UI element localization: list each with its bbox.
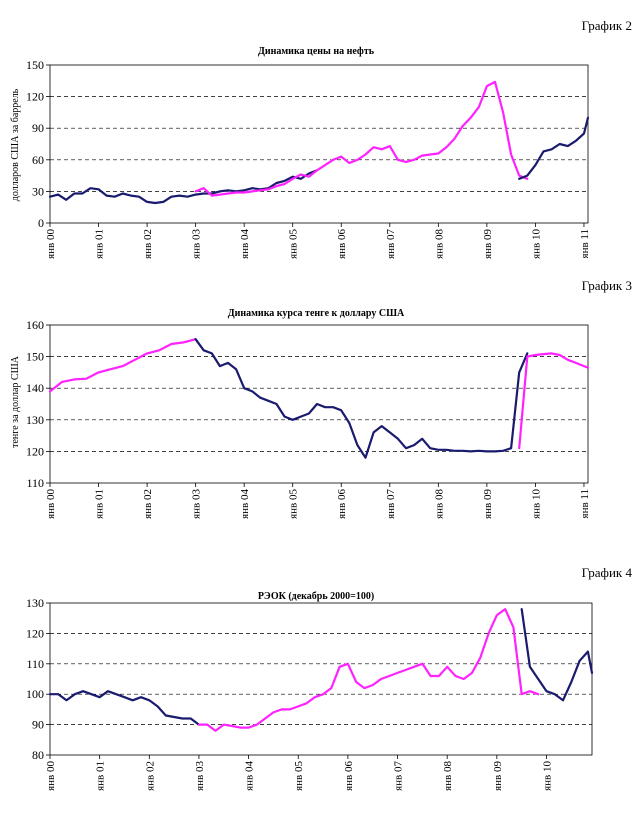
x-tick-label: янв 06 xyxy=(343,761,355,791)
x-tick-label: янв 00 xyxy=(45,489,57,519)
x-tick-label: янв 04 xyxy=(239,229,251,259)
x-tick-label: янв 09 xyxy=(492,761,504,791)
series-line xyxy=(520,607,594,702)
x-tick-label: янв 03 xyxy=(191,489,203,519)
chart-label: График 4 xyxy=(582,565,633,580)
series-line xyxy=(48,169,319,205)
chart-title: Динамика курса тенге к доллару США xyxy=(228,308,405,319)
y-tick-label: 130 xyxy=(26,596,44,610)
x-tick-label: янв 07 xyxy=(385,229,397,259)
x-tick-label: янв 07 xyxy=(393,761,405,791)
x-tick-label: янв 10 xyxy=(541,761,553,791)
x-tick-label: янв 08 xyxy=(442,761,454,791)
series-line xyxy=(194,338,529,459)
x-tick-label: янв 03 xyxy=(191,229,203,259)
x-tick-label: янв 07 xyxy=(385,489,397,519)
y-tick-label: 30 xyxy=(32,184,44,198)
y-tick-label: 60 xyxy=(32,153,44,167)
chart-label: График 3 xyxy=(582,278,632,293)
x-tick-label: янв 10 xyxy=(530,229,542,259)
y-tick-label: 150 xyxy=(26,58,44,72)
y-tick-label: 80 xyxy=(32,748,44,762)
y-tick-label: 120 xyxy=(26,90,44,104)
x-tick-label: янв 05 xyxy=(293,761,305,791)
series-line xyxy=(518,352,590,450)
series-line xyxy=(197,607,540,732)
chart-title: РЭОК (декабрь 2000=100) xyxy=(258,591,374,602)
x-tick-label: янв 08 xyxy=(433,229,445,259)
series-line xyxy=(48,690,200,726)
x-tick-label: янв 06 xyxy=(336,229,348,259)
y-tick-label: 120 xyxy=(26,626,44,640)
x-tick-label: янв 02 xyxy=(144,761,156,791)
y-tick-label: 90 xyxy=(32,718,44,732)
chart-oil-price: График 2 Динамика цены на нефть долларов… xyxy=(10,18,632,259)
x-tick-label: янв 08 xyxy=(433,489,445,519)
y-tick-label: 110 xyxy=(26,476,44,490)
x-tick-label: янв 02 xyxy=(142,229,154,259)
y-tick-label: 120 xyxy=(26,444,44,458)
chart-tenge-rate: График 3 Динамика курса тенге к доллару … xyxy=(10,278,632,519)
y-tick-label: 160 xyxy=(26,318,44,332)
x-tick-label: янв 06 xyxy=(336,489,348,519)
x-tick-label: янв 01 xyxy=(95,761,107,791)
x-tick-label: янв 09 xyxy=(482,229,494,259)
series-line xyxy=(48,338,197,393)
chart-reer: График 4 РЭОК (декабрь 2000=100) 80 90 100… xyxy=(26,565,632,791)
y-axis-label: тенге за доллар США xyxy=(10,355,21,448)
y-tick-label: 140 xyxy=(26,381,44,395)
x-tick-label: янв 05 xyxy=(288,229,300,259)
series-line xyxy=(518,116,590,180)
x-tick-label: янв 01 xyxy=(94,229,106,259)
x-tick-label: янв 02 xyxy=(142,489,154,519)
x-tick-label: янв 05 xyxy=(288,489,300,519)
x-tick-label: янв 03 xyxy=(194,761,206,791)
y-tick-label: 110 xyxy=(26,657,44,671)
x-tick-label: янв 00 xyxy=(45,229,57,259)
x-tick-label: янв 01 xyxy=(94,489,106,519)
plot-frame xyxy=(49,602,593,756)
y-tick-label: 0 xyxy=(38,216,44,230)
y-axis-label: долларов США за баррель xyxy=(10,88,21,201)
series-line xyxy=(194,80,529,197)
x-tick-label: янв 11 xyxy=(579,489,591,518)
plot-frame xyxy=(49,64,589,224)
plot-frame xyxy=(49,324,589,484)
x-tick-label: янв 11 xyxy=(579,229,591,258)
y-tick-label: 150 xyxy=(26,350,44,364)
chart-title: Динамика цены на нефть xyxy=(258,46,375,57)
x-tick-label: янв 04 xyxy=(244,761,256,791)
chart-label: График 2 xyxy=(582,18,632,33)
y-tick-label: 90 xyxy=(32,121,44,135)
x-tick-label: янв 10 xyxy=(530,489,542,519)
x-tick-label: янв 04 xyxy=(239,489,251,519)
x-tick-label: янв 09 xyxy=(482,489,494,519)
y-tick-label: 130 xyxy=(26,413,44,427)
x-tick-label: янв 00 xyxy=(45,761,57,791)
y-tick-label: 100 xyxy=(26,687,44,701)
